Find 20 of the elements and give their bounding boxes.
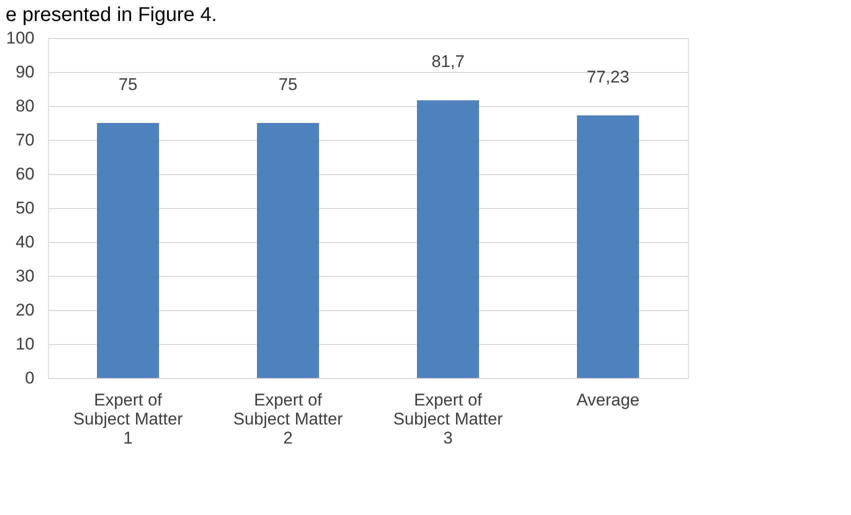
y-tick-label: 30 bbox=[16, 266, 34, 286]
x-tick-label: Expert of Subject Matter 1 bbox=[73, 390, 184, 448]
text: e presented in Figure 4. bbox=[6, 4, 217, 26]
x-tick-label: Average bbox=[576, 390, 640, 410]
y-tick-label: 70 bbox=[16, 130, 34, 150]
y-tick-label: 0 bbox=[25, 368, 34, 388]
y-tick-label: 20 bbox=[16, 300, 34, 320]
x-tick-label: Expert of Subject Matter 2 bbox=[233, 390, 344, 448]
data-label: 81,7 bbox=[431, 52, 465, 72]
y-tick-label: 60 bbox=[16, 164, 34, 184]
y-tick-label: 80 bbox=[16, 96, 34, 116]
y-tick-label: 40 bbox=[16, 232, 34, 252]
y-tick-label: 100 bbox=[6, 28, 34, 48]
x-tick-label: Expert of Subject Matter 3 bbox=[393, 390, 504, 448]
data-label: 75 bbox=[118, 75, 138, 94]
y-tick-label: 90 bbox=[16, 62, 34, 82]
data-label: 77,23 bbox=[586, 67, 630, 86]
y-tick-label: 10 bbox=[16, 334, 34, 354]
y-tick-label: 50 bbox=[16, 198, 34, 218]
data-label: 75 bbox=[278, 75, 298, 94]
